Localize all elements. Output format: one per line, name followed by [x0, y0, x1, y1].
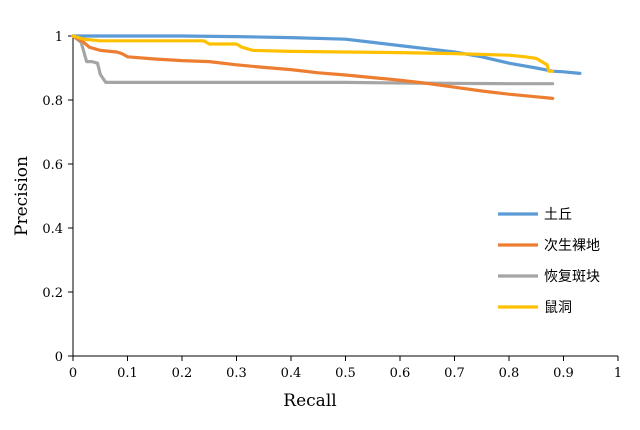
series-line-0: [71, 34, 582, 75]
x-tick-label: 1: [614, 366, 622, 381]
series-group: [71, 34, 582, 100]
x-tick-label: 0.5: [335, 366, 356, 381]
axis-ticks: 0 0.1 0.2 0.3 0.4 0.5 0.6 0.7 0.8 0.9 1 0 0.2 0.4 0.6 0…: [42, 30, 622, 381]
x-tick-label: 0.7: [444, 366, 465, 381]
x-tick-label: 0.6: [390, 366, 411, 381]
x-tick-label: 0.2: [172, 366, 193, 381]
y-tick-label: 0.4: [42, 222, 63, 237]
series-line-2: [71, 34, 555, 86]
x-axis-title: Recall: [283, 391, 336, 411]
legend-label-3: 鼠洞: [544, 300, 572, 316]
x-tick-label: 0.1: [117, 366, 138, 381]
y-tick-label: 0.6: [42, 158, 63, 173]
series-line-1: [71, 34, 555, 100]
x-tick-label: 0.8: [499, 366, 520, 381]
y-tick-label: 0.8: [42, 94, 63, 109]
legend-label-1: 次生裸地: [544, 238, 600, 254]
y-tick-label: 0: [55, 350, 63, 365]
y-axis-title: Precision: [12, 156, 32, 236]
y-tick-label: 0.2: [42, 286, 63, 301]
x-tick-label: 0: [69, 366, 77, 381]
legend-label-0: 土丘: [544, 207, 572, 223]
legend-label-2: 恢复斑块: [544, 268, 600, 285]
series-line-3: [71, 34, 555, 73]
x-tick-label: 0.3: [226, 366, 247, 381]
x-tick-label: 0.9: [553, 366, 574, 381]
x-tick-label: 0.4: [281, 366, 302, 381]
y-tick-label: 1: [55, 30, 63, 45]
